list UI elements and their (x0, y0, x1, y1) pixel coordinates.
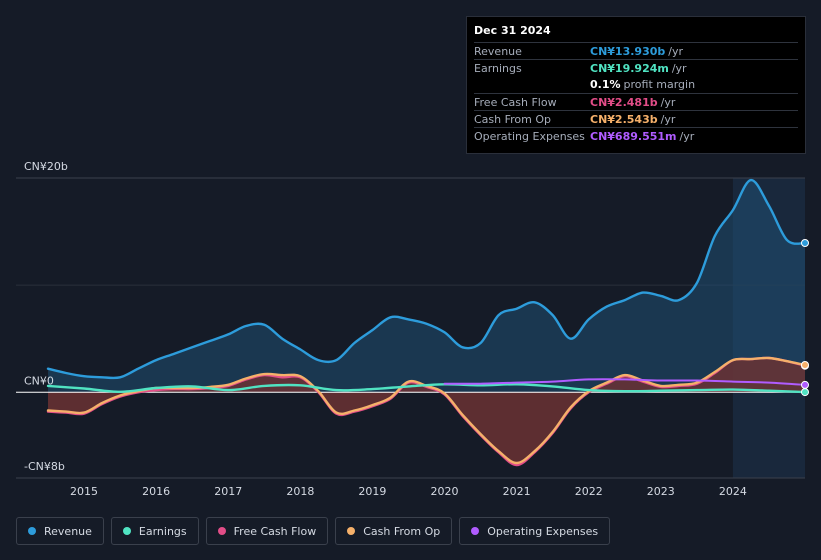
legend-dot-icon (347, 527, 356, 535)
tooltip-row-operating-expenses: Operating Expenses CN¥689.551m /yr (474, 127, 798, 144)
legend-label: Operating Expenses (487, 524, 599, 538)
tooltip-unit: /yr (660, 95, 676, 109)
tooltip-row-profit-margin: 0.1% profit margin (474, 76, 798, 93)
x-axis-ticks: 2015 2016 2017 2018 2019 2020 2021 2022 2023 2024 (70, 485, 747, 498)
earnings-end-marker (801, 388, 809, 397)
legend-dot-icon (122, 527, 131, 535)
earnings-line (46, 383, 807, 394)
legend-item-earnings[interactable]: Earnings (110, 517, 199, 545)
tooltip-label: Cash From Op (474, 112, 552, 126)
legend-dot-icon (28, 527, 36, 535)
x-tick-label: 2015 (70, 485, 98, 498)
tooltip-label: Free Cash Flow (474, 95, 557, 109)
revenue-end-marker (801, 239, 809, 247)
legend-label: Free Cash Flow (233, 524, 317, 538)
x-tick-label: 2017 (214, 485, 242, 498)
tooltip-value: CN¥19.924m (590, 61, 669, 75)
operating-expenses-line (443, 378, 806, 386)
x-tick-label: 2016 (142, 485, 170, 498)
tooltip-unit: /yr (668, 44, 684, 58)
operating-expenses-end-marker (801, 380, 809, 389)
x-tick-label: 2021 (503, 485, 531, 498)
tooltip-row-revenue: Revenue CN¥13.930b /yr (474, 42, 798, 59)
legend-label: Cash From Op (363, 524, 441, 538)
tooltip-unit: /yr (679, 129, 695, 143)
legend-dot-icon (217, 527, 226, 535)
legend-item-revenue[interactable]: Revenue (16, 517, 104, 545)
legend-item-cash-from-op[interactable]: Cash From Op (335, 517, 453, 545)
tooltip-unit: profit margin (623, 78, 696, 91)
tooltip-value: 0.1% (590, 78, 621, 91)
y-axis-label-zero: CN¥0 (24, 374, 54, 387)
tooltip-label: Operating Expenses (474, 129, 585, 143)
legend-label: Revenue (44, 524, 92, 538)
tooltip-row-cash-from-op: Cash From Op CN¥2.543b /yr (474, 110, 798, 127)
tooltip-value: CN¥689.551m (590, 129, 677, 143)
x-tick-label: 2023 (647, 485, 675, 498)
tooltip-unit: /yr (671, 61, 687, 75)
x-tick-label: 2022 (575, 485, 603, 498)
chart-legend: Revenue Earnings Free Cash Flow Cash Fro… (16, 517, 611, 545)
tooltip-unit: /yr (660, 112, 676, 126)
tooltip-value: CN¥2.481b (590, 95, 658, 109)
y-axis-label-top: CN¥20b (24, 160, 68, 173)
cash-from-op-area (48, 357, 805, 463)
tooltip-panel: Dec 31 2024 Revenue CN¥13.930b /yr Earni… (466, 16, 806, 154)
tooltip-label: Revenue (474, 44, 522, 58)
legend-item-free-cash-flow[interactable]: Free Cash Flow (205, 517, 329, 545)
x-tick-label: 2019 (358, 485, 386, 498)
x-tick-label: 2020 (431, 485, 459, 498)
cash-from-op-end-marker (801, 361, 809, 369)
revenue-area (48, 180, 805, 393)
legend-item-operating-expenses[interactable]: Operating Expenses (459, 517, 611, 545)
tooltip-date: Dec 31 2024 (474, 24, 551, 37)
series-lines (46, 178, 807, 467)
tooltip-row-earnings: Earnings CN¥19.924m /yr (474, 59, 798, 76)
revenue-line (46, 178, 807, 380)
tooltip-value: CN¥2.543b (590, 112, 658, 126)
legend-dot-icon (471, 527, 480, 535)
x-tick-label: 2024 (719, 485, 747, 498)
tooltip-row-free-cash-flow: Free Cash Flow CN¥2.481b /yr (474, 93, 798, 110)
free-cash-flow-area (48, 357, 805, 466)
tooltip-value: CN¥13.930b (590, 44, 666, 58)
tooltip-label: Earnings (474, 61, 522, 75)
end-markers (801, 239, 809, 397)
x-tick-label: 2018 (286, 485, 314, 498)
y-axis-label-bottom: -CN¥8b (24, 460, 65, 473)
series-areas (48, 180, 805, 466)
legend-label: Earnings (138, 524, 187, 538)
